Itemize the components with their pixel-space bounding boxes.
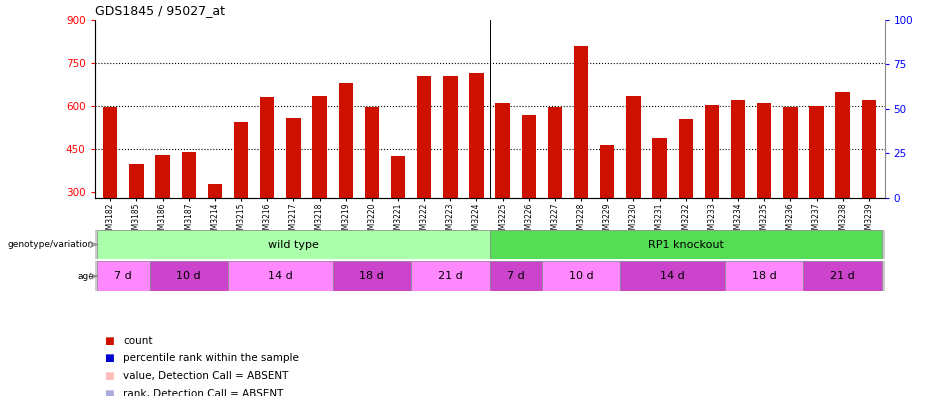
Bar bbox=[333, 261, 412, 291]
Bar bbox=[542, 261, 621, 291]
Text: 7 d: 7 d bbox=[507, 271, 525, 281]
Text: value, Detection Call = ABSENT: value, Detection Call = ABSENT bbox=[123, 371, 289, 381]
Text: 21 d: 21 d bbox=[438, 271, 463, 281]
Text: ■: ■ bbox=[104, 335, 114, 346]
Bar bbox=[705, 105, 719, 198]
Text: ■: ■ bbox=[104, 389, 114, 396]
Bar bbox=[490, 261, 542, 291]
Bar bbox=[810, 106, 824, 198]
Text: ■: ■ bbox=[104, 371, 114, 381]
Bar bbox=[103, 107, 117, 198]
Bar bbox=[626, 96, 640, 198]
Text: count: count bbox=[123, 335, 152, 346]
Text: genotype/variation: genotype/variation bbox=[8, 240, 94, 249]
Bar bbox=[621, 261, 725, 291]
Bar bbox=[228, 261, 333, 291]
Text: 21 d: 21 d bbox=[831, 271, 855, 281]
Bar bbox=[391, 156, 405, 198]
Bar bbox=[490, 230, 882, 259]
Text: 14 d: 14 d bbox=[660, 271, 685, 281]
Text: ■: ■ bbox=[104, 353, 114, 364]
Text: percentile rank within the sample: percentile rank within the sample bbox=[123, 353, 299, 364]
Bar bbox=[725, 261, 803, 291]
Bar bbox=[783, 107, 797, 198]
Bar bbox=[97, 261, 149, 291]
Bar bbox=[521, 115, 536, 198]
Bar bbox=[182, 152, 196, 198]
Bar bbox=[757, 103, 771, 198]
Text: GDS1845 / 95027_at: GDS1845 / 95027_at bbox=[95, 4, 224, 17]
Bar bbox=[574, 46, 588, 198]
Bar bbox=[312, 96, 326, 198]
Bar bbox=[803, 261, 882, 291]
Bar bbox=[364, 107, 379, 198]
Bar bbox=[678, 119, 692, 198]
Bar bbox=[287, 118, 301, 198]
Bar bbox=[496, 103, 510, 198]
Bar bbox=[130, 164, 144, 198]
Text: 10 d: 10 d bbox=[177, 271, 201, 281]
Text: 10 d: 10 d bbox=[569, 271, 593, 281]
Bar bbox=[653, 138, 667, 198]
Bar bbox=[810, 165, 824, 198]
Bar bbox=[469, 73, 483, 198]
Bar bbox=[155, 155, 169, 198]
Text: 18 d: 18 d bbox=[752, 271, 777, 281]
Bar bbox=[600, 145, 615, 198]
Bar bbox=[208, 185, 222, 198]
Bar bbox=[443, 76, 458, 198]
Bar bbox=[234, 122, 248, 198]
Bar bbox=[260, 97, 274, 198]
Bar bbox=[653, 138, 667, 198]
Text: wild type: wild type bbox=[268, 240, 319, 249]
Text: 18 d: 18 d bbox=[359, 271, 384, 281]
Bar bbox=[208, 184, 222, 198]
Text: 14 d: 14 d bbox=[268, 271, 292, 281]
Bar bbox=[97, 230, 489, 259]
Bar bbox=[835, 91, 850, 198]
Text: RP1 knockout: RP1 knockout bbox=[648, 240, 724, 249]
Bar bbox=[417, 76, 431, 198]
Bar bbox=[412, 261, 489, 291]
Text: rank, Detection Call = ABSENT: rank, Detection Call = ABSENT bbox=[123, 389, 284, 396]
Bar bbox=[149, 261, 228, 291]
Bar bbox=[862, 100, 876, 198]
Bar bbox=[339, 83, 353, 198]
Bar bbox=[548, 107, 562, 198]
Text: age: age bbox=[78, 272, 94, 281]
Bar bbox=[731, 100, 745, 198]
Text: 7 d: 7 d bbox=[114, 271, 132, 281]
